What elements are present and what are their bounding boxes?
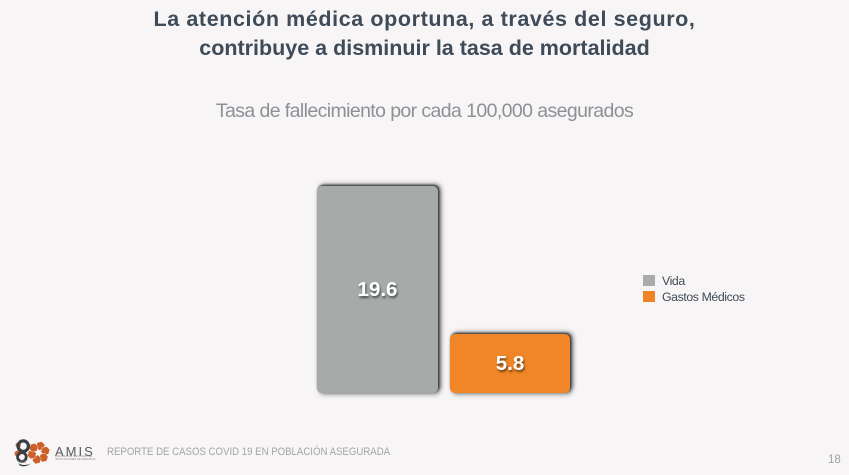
svg-text:años: años (19, 460, 26, 464)
